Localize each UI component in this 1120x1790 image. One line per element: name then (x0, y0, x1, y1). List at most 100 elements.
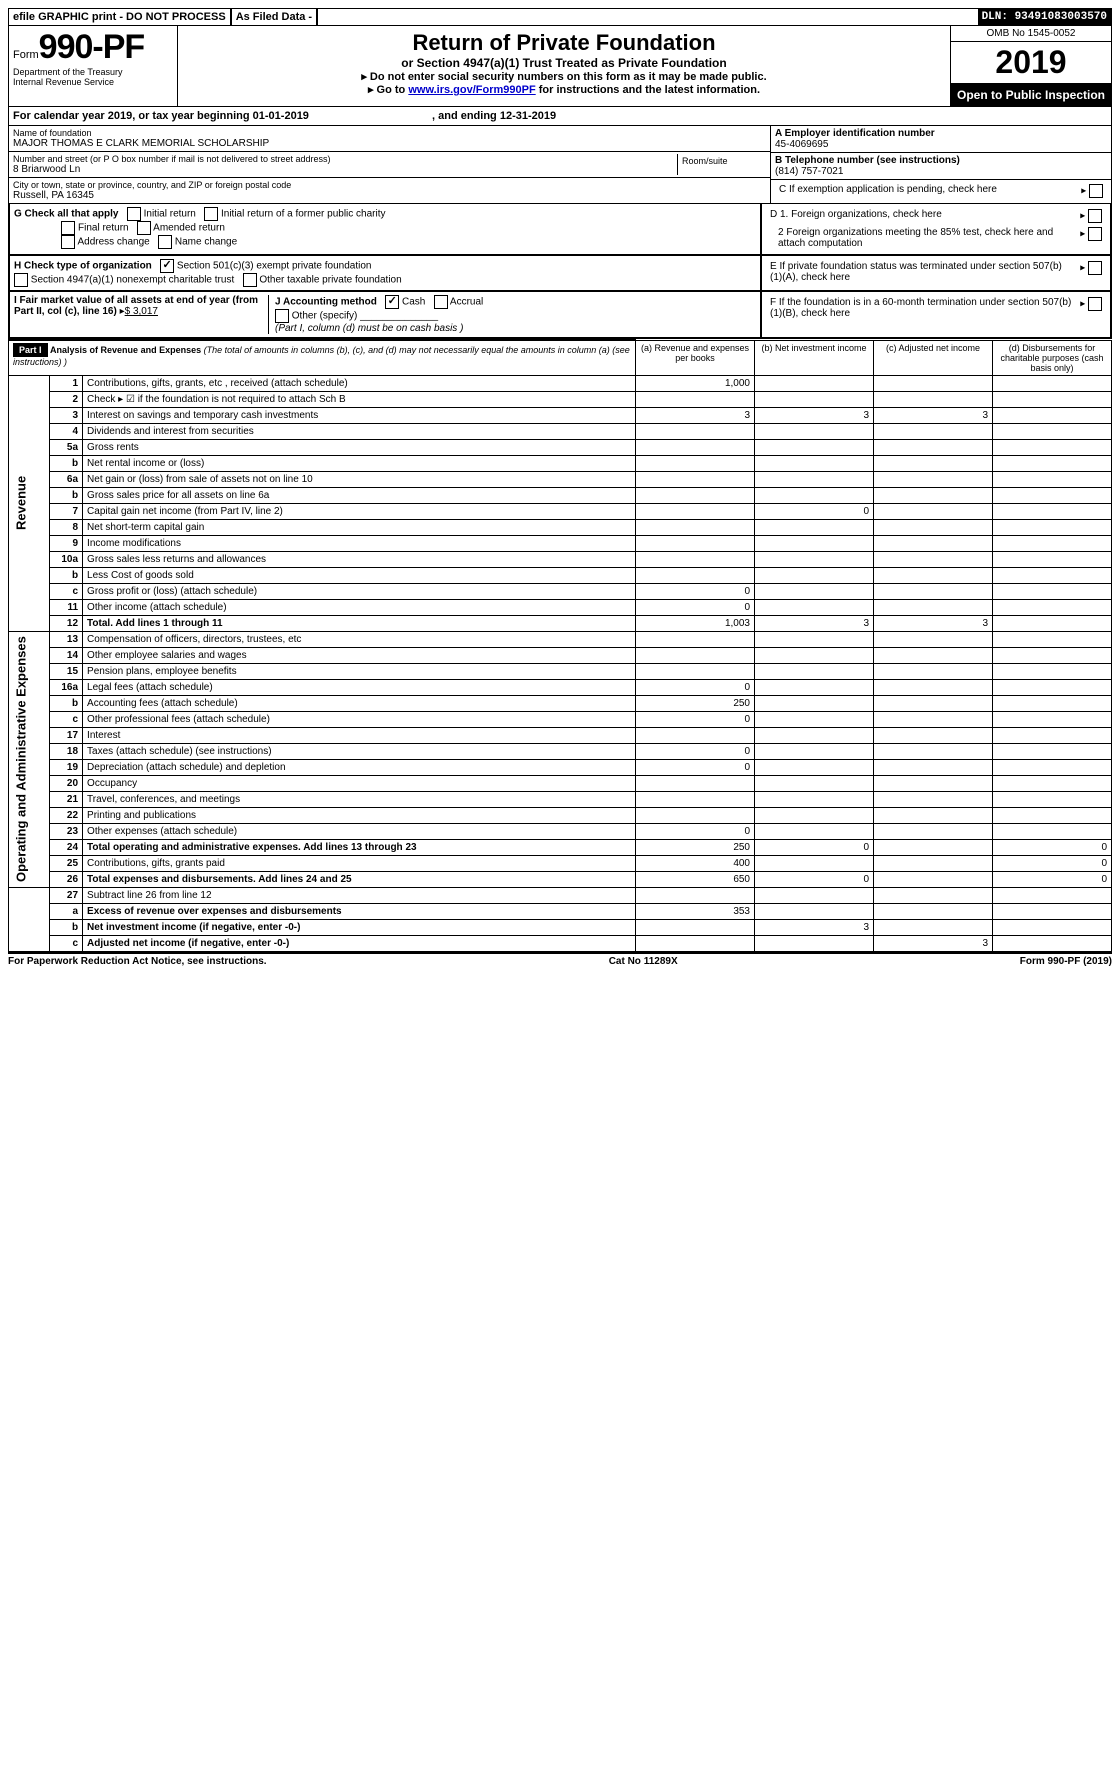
amount-cell (993, 679, 1112, 695)
chk-other-method[interactable] (275, 309, 289, 323)
chk-cash[interactable] (385, 295, 399, 309)
line-number: 7 (50, 503, 83, 519)
d2-label: 2 Foreign organizations meeting the 85% … (766, 225, 1076, 251)
line-description: Interest (83, 727, 636, 743)
f-label: F If the foundation is in a 60-month ter… (766, 295, 1076, 334)
amount-cell (993, 807, 1112, 823)
amount-cell (993, 407, 1112, 423)
line-description: Check ▸ ☑ if the foundation is not requi… (83, 391, 636, 407)
amount-cell (636, 775, 755, 791)
line-number: 26 (50, 871, 83, 887)
amount-cell (993, 567, 1112, 583)
amount-cell (755, 567, 874, 583)
table-row: Operating and Administrative Expenses13C… (9, 631, 1112, 647)
amount-cell: 0 (636, 711, 755, 727)
e-label: E If private foundation status was termi… (766, 259, 1076, 287)
table-row: bAccounting fees (attach schedule)250 (9, 695, 1112, 711)
line-number: b (50, 455, 83, 471)
instructions-link-line: ▸ Go to www.irs.gov/Form990PF for instru… (182, 83, 946, 96)
line-number: c (50, 583, 83, 599)
amount-cell (993, 471, 1112, 487)
amount-cell (874, 759, 993, 775)
amount-cell (874, 903, 993, 919)
f-checkbox[interactable] (1088, 297, 1102, 311)
line-number: 5a (50, 439, 83, 455)
amount-cell (755, 631, 874, 647)
line-number: a (50, 903, 83, 919)
table-row: 12Total. Add lines 1 through 111,00333 (9, 615, 1112, 631)
amount-cell (874, 647, 993, 663)
amount-cell: 3 (874, 935, 993, 951)
line-description: Total expenses and disbursements. Add li… (83, 871, 636, 887)
amount-cell: 0 (755, 871, 874, 887)
line-number: c (50, 711, 83, 727)
amount-cell (874, 855, 993, 871)
amount-cell (993, 439, 1112, 455)
irs-link[interactable]: www.irs.gov/Form990PF (408, 84, 535, 96)
chk-501c3[interactable] (160, 259, 174, 273)
table-row: 18Taxes (attach schedule) (see instructi… (9, 743, 1112, 759)
year-begin: 01-01-2019 (253, 110, 309, 122)
amount-cell (993, 935, 1112, 951)
amount-cell: 0 (636, 823, 755, 839)
amount-cell (755, 887, 874, 903)
amount-cell (993, 535, 1112, 551)
chk-accrual[interactable] (434, 295, 448, 309)
table-row: aExcess of revenue over expenses and dis… (9, 903, 1112, 919)
table-row: bNet investment income (if negative, ent… (9, 919, 1112, 935)
form-label: Form (13, 49, 39, 61)
part1-title: Analysis of Revenue and Expenses (50, 345, 201, 355)
line-description: Net short-term capital gain (83, 519, 636, 535)
amount-cell (636, 791, 755, 807)
tax-year: 2019 (951, 42, 1111, 84)
g-label: G Check all that apply (14, 209, 118, 220)
amount-cell (874, 743, 993, 759)
chk-other-taxable[interactable] (243, 273, 257, 287)
d2-checkbox[interactable] (1088, 227, 1102, 241)
line-description: Other professional fees (attach schedule… (83, 711, 636, 727)
chk-name[interactable] (158, 235, 172, 249)
amount-cell (993, 743, 1112, 759)
section-g-d: G Check all that apply Initial return In… (8, 204, 1112, 256)
chk-amended[interactable] (137, 221, 151, 235)
amount-cell (755, 679, 874, 695)
chk-address[interactable] (61, 235, 75, 249)
table-row: 19Depreciation (attach schedule) and dep… (9, 759, 1112, 775)
amount-cell (755, 935, 874, 951)
amount-cell (874, 551, 993, 567)
j-label: J Accounting method (275, 297, 377, 308)
table-row: 6aNet gain or (loss) from sale of assets… (9, 471, 1112, 487)
table-row: 17Interest (9, 727, 1112, 743)
amount-cell (755, 375, 874, 391)
box-c-checkbox[interactable] (1089, 184, 1103, 198)
line-description: Net rental income or (loss) (83, 455, 636, 471)
amount-cell (874, 599, 993, 615)
amount-cell (636, 519, 755, 535)
amount-cell (993, 759, 1112, 775)
chk-4947a1[interactable] (14, 273, 28, 287)
table-row: 3Interest on savings and temporary cash … (9, 407, 1112, 423)
line-number: 4 (50, 423, 83, 439)
line-description: Total operating and administrative expen… (83, 839, 636, 855)
line-description: Other employee salaries and wages (83, 647, 636, 663)
chk-initial-former[interactable] (204, 207, 218, 221)
amount-cell: 3 (874, 615, 993, 631)
d1-checkbox[interactable] (1088, 209, 1102, 223)
amount-cell (874, 775, 993, 791)
section-label: Revenue (9, 375, 50, 631)
section-label: Operating and Administrative Expenses (9, 631, 50, 887)
ein-value: 45-4069695 (775, 139, 1107, 150)
chk-initial[interactable] (127, 207, 141, 221)
line-description: Printing and publications (83, 807, 636, 823)
amount-cell (874, 871, 993, 887)
amount-cell (874, 631, 993, 647)
amount-cell (636, 887, 755, 903)
amount-cell (874, 471, 993, 487)
line-number: 1 (50, 375, 83, 391)
amount-cell (874, 663, 993, 679)
part1-table: Part I Analysis of Revenue and Expenses … (8, 339, 1112, 952)
chk-final[interactable] (61, 221, 75, 235)
table-row: cGross profit or (loss) (attach schedule… (9, 583, 1112, 599)
e-checkbox[interactable] (1088, 261, 1102, 275)
amount-cell: 3 (755, 407, 874, 423)
